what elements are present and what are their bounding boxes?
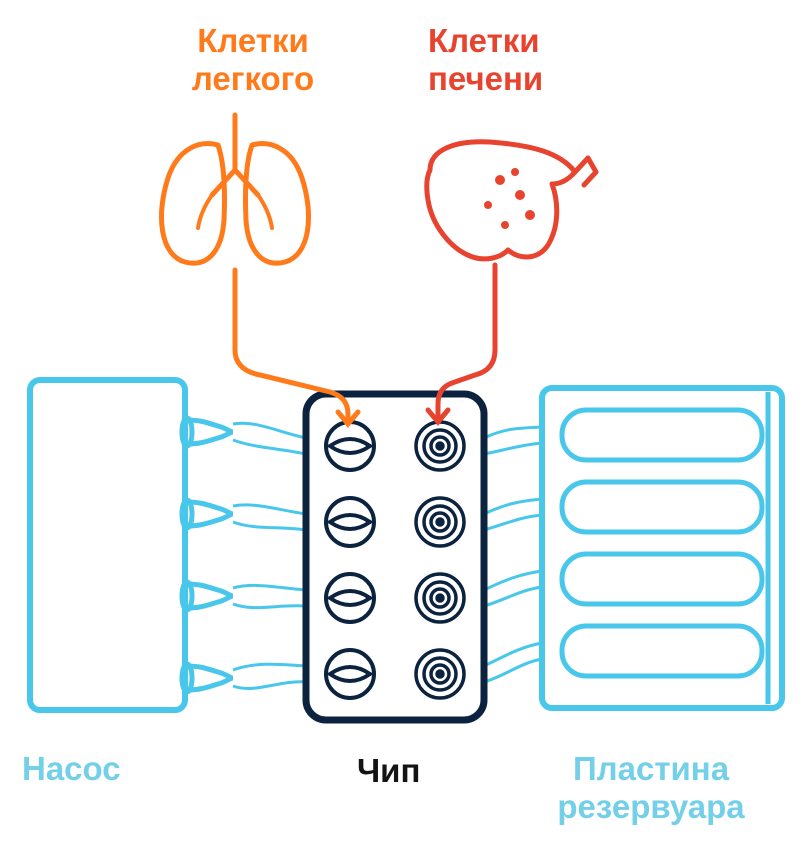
label-chip: Чип [357,752,420,790]
diagram-svg [0,0,805,842]
tubes-left [233,423,306,688]
chip [306,394,484,720]
liver-icon [427,142,596,259]
chip-well-right-3 [416,574,464,622]
label-reservoir: Пластина резервуара [516,750,786,826]
label-pump: Насос [22,750,121,788]
tubes-right [484,427,542,682]
pump [30,380,233,710]
diagram-stage: Клетки легкого Клетки печени Насос Чип П… [0,0,805,842]
lungs-icon [161,115,308,263]
chip-well-right-4 [416,650,464,698]
reservoir-plate [542,388,782,708]
chip-well-right-2 [416,498,464,546]
label-liver: Клетки печени [428,22,543,98]
label-lungs: Клетки легкого [158,22,348,98]
chip-well-right-1 [416,422,464,470]
